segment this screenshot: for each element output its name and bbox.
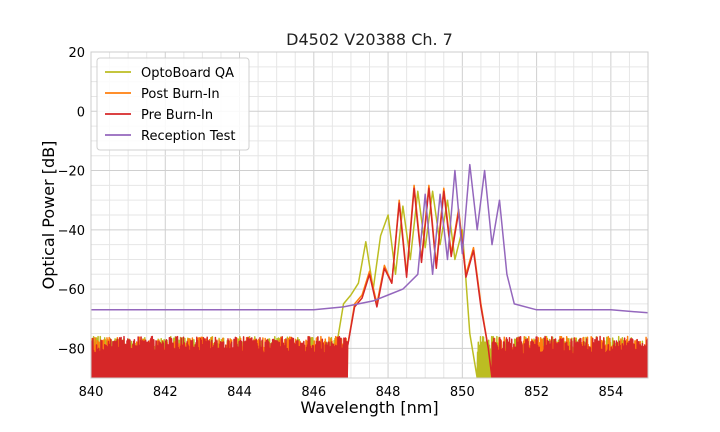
series-line-pre-burn-in xyxy=(91,187,648,378)
legend-label: Post Burn-In xyxy=(141,87,220,102)
series-line-reception-test xyxy=(91,163,648,314)
series-layer xyxy=(91,163,648,378)
legend-box xyxy=(96,57,250,151)
x-tick-label: 844 xyxy=(227,385,252,400)
x-tick-label: 842 xyxy=(153,385,178,400)
y-tick-label: 20 xyxy=(68,46,85,61)
x-tick-label: 846 xyxy=(301,385,326,400)
x-tick-label: 854 xyxy=(598,385,623,400)
x-tick-label: 850 xyxy=(450,385,475,400)
y-axis-label: Optical Power [dB] xyxy=(39,141,58,290)
x-tick-label: 848 xyxy=(376,385,401,400)
x-tick-label: 840 xyxy=(79,385,104,400)
x-tick-label: 852 xyxy=(524,385,549,400)
legend-label: Reception Test xyxy=(141,129,235,144)
y-tick-label: −40 xyxy=(58,224,85,239)
x-tick-labels: 840 842 844 846 848 850 852 854 xyxy=(79,385,624,400)
y-tick-label: 0 xyxy=(77,105,85,120)
plot-frame xyxy=(90,51,649,379)
y-tick-label: −60 xyxy=(58,283,85,298)
y-tick-label: −20 xyxy=(58,165,85,180)
legend-label: Pre Burn-In xyxy=(141,108,213,123)
y-tick-labels: 20 0 −20 −40 −60 −80 xyxy=(58,46,85,357)
x-axis-label: Wavelength [nm] xyxy=(300,398,438,417)
legend: OptoBoard QA Post Burn-In Pre Burn-In Recep… xyxy=(96,57,250,151)
legend-label: OptoBoard QA xyxy=(141,66,234,81)
chart-title: D4502 V20388 Ch. 7 xyxy=(286,30,453,49)
y-tick-label: −80 xyxy=(58,342,85,357)
